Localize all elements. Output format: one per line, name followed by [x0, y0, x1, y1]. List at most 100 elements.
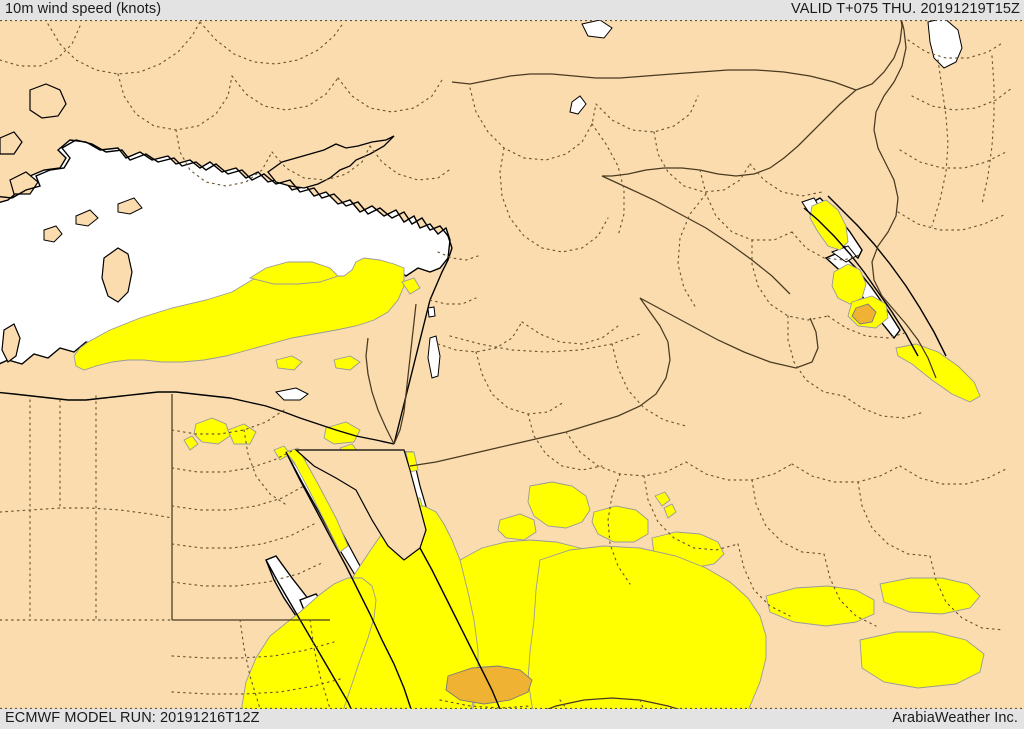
contour-arabia-far-east — [879, 577, 981, 615]
contour-gulf-of-suez — [285, 447, 349, 553]
adm-iran-3 — [899, 149, 1007, 169]
sea-of-galilee — [427, 306, 436, 318]
map-frame-lines — [0, 19, 1024, 710]
contour-arabia-sheet — [527, 545, 767, 710]
adm-saudi-5 — [791, 463, 901, 483]
adm-iran-5 — [931, 59, 949, 227]
rhodes-island — [101, 247, 133, 303]
adm-sudan-4 — [309, 619, 331, 710]
coast-suez-west — [285, 451, 413, 710]
adm-jordan-1 — [437, 321, 523, 353]
coast-egypt-north — [0, 391, 395, 445]
contour-central-arabia — [895, 343, 981, 403]
adm-egypt-4 — [171, 485, 305, 511]
contour-asir-a — [527, 481, 591, 529]
gulf-small-inlet — [830, 245, 857, 263]
border-syria-iraq-north — [602, 89, 857, 177]
lake-urmia — [927, 19, 963, 69]
contour-blob-sinai-w — [323, 421, 361, 445]
aegean-island-b — [0, 131, 23, 155]
contour-blob-wdesert-b — [227, 423, 257, 445]
adm-iran-4 — [897, 211, 1007, 231]
adm-egypt-5 — [171, 523, 315, 549]
adm-jordan-4 — [527, 413, 603, 471]
adm-syria-3 — [595, 95, 699, 133]
adm-iraq-7 — [677, 193, 707, 309]
coast-red-sea-arabia — [419, 547, 502, 710]
island-layer — [0, 83, 427, 561]
adm-turkey-5 — [337, 77, 443, 113]
international-border-layer — [171, 19, 937, 710]
contour-egypt-nubia — [241, 577, 377, 710]
adm-turkey-1 — [47, 21, 201, 75]
adm-syria-5 — [749, 163, 823, 197]
adm-saudi-2 — [643, 475, 739, 551]
adm-desert-2 — [611, 343, 687, 427]
contour-asir-c — [497, 513, 537, 541]
adm-saudi-11 — [607, 473, 631, 585]
contour-qatar-orange — [851, 303, 877, 325]
adm-turkey-4 — [231, 75, 339, 111]
contour-kuwait — [809, 199, 849, 251]
adm-arabia-s-2 — [639, 699, 645, 710]
border-syria-iraq — [601, 175, 791, 295]
contour-asir-b — [591, 505, 649, 543]
adm-saudi-3 — [685, 461, 793, 481]
header-bar: 10m wind speed (knots) VALID T+075 THU. … — [0, 0, 1024, 20]
aegean-island-a — [29, 83, 67, 119]
contour-blob-wdesert-a — [193, 417, 231, 445]
contour-antalya-lobe — [248, 261, 339, 285]
adm-turkey-7 — [271, 145, 371, 181]
border-iraq-iran — [871, 19, 937, 379]
coast-gulf-nw — [803, 207, 919, 357]
adm-sudan-3 — [239, 619, 261, 710]
border-jordan-saudi — [409, 297, 671, 467]
contour-blob-wdesert-c — [183, 435, 199, 451]
adm-horn-1 — [439, 699, 531, 709]
adm-iran-6 — [981, 55, 995, 205]
coastline-layer — [0, 139, 947, 710]
windspeed-contour-yellow — [73, 199, 985, 710]
contour-blob-levant-coast — [401, 277, 421, 295]
adm-arabia-s-1 — [559, 699, 569, 710]
contour-qatar — [831, 263, 867, 305]
border-saudi-iraq — [639, 297, 819, 369]
coast-turkey-south — [0, 139, 453, 249]
coast-gulf-se — [827, 195, 947, 357]
adm-iraq-4 — [787, 315, 845, 397]
adm-egypt-2 — [171, 449, 295, 473]
valid-time-label: VALID T+075 THU. 20191219T15Z — [791, 1, 1020, 17]
product-title: 10m wind speed (knots) — [5, 1, 162, 17]
adm-sudan-1 — [171, 641, 335, 659]
border-sinai-west — [365, 337, 395, 445]
adm-saudi-4 — [751, 479, 825, 555]
aegean-island-d — [43, 225, 63, 243]
adm-egypt-3 — [243, 429, 289, 507]
contour-iraq-speck-b — [663, 503, 677, 519]
lake-assad — [569, 95, 587, 115]
adm-libya-1 — [0, 507, 173, 519]
dead-sea — [427, 335, 441, 379]
contour-arabia-se-corner — [859, 631, 985, 689]
adm-jordan-2 — [475, 351, 565, 415]
contour-blob-nile-delta-b — [333, 355, 361, 371]
adm-sudan-2 — [171, 677, 345, 695]
contour-blob-nile-delta-a — [275, 355, 303, 371]
adm-syria-1 — [469, 87, 597, 161]
model-run-label: ECMWF MODEL RUN: 20191216T12Z — [5, 710, 260, 726]
aegean-island-f — [117, 197, 143, 215]
adm-levant-2 — [429, 297, 477, 305]
adm-saudi-7 — [899, 465, 1009, 485]
adm-egypt-1 — [171, 409, 285, 435]
karpathos-island — [1, 323, 21, 363]
border-israel-egypt — [393, 303, 417, 445]
adm-turkey-9 — [0, 25, 81, 67]
adm-iran-2 — [911, 87, 1013, 111]
adm-iraq-3 — [791, 231, 863, 261]
adm-jordan-3 — [521, 321, 619, 345]
adm-levant-1 — [437, 251, 479, 261]
footer-bar: ECMWF MODEL RUN: 20191216T12Z ArabiaWeat… — [0, 709, 1024, 729]
